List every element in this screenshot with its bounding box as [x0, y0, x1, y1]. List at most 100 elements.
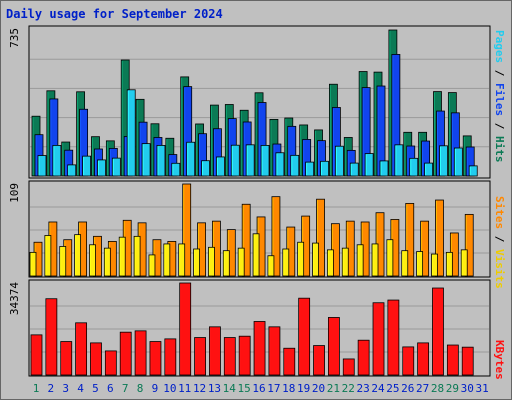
bar-kbytes-day-25	[387, 299, 400, 376]
bar-pages-day-10	[171, 162, 181, 177]
bar-sites-day-16	[252, 233, 260, 277]
x-tick-day-24: 24	[371, 382, 385, 395]
bar-pages-day-17	[275, 152, 285, 177]
bar-kbytes-day-23	[357, 339, 370, 376]
bar-kbytes-day-17	[268, 326, 281, 376]
x-tick-day-29: 29	[446, 382, 459, 395]
legend-hits-files-pages: Pages / Files / Hits	[493, 30, 506, 163]
bars	[29, 29, 478, 376]
bar-visits-day-20	[316, 198, 325, 277]
x-tick-day-16: 16	[252, 382, 265, 395]
bar-kbytes-day-7	[119, 331, 132, 376]
bar-kbytes-day-22	[342, 358, 355, 376]
legend-sites-visits: Sites / Visits	[493, 196, 506, 289]
bar-kbytes-day-1	[30, 334, 43, 376]
bar-visits-day-15	[241, 203, 251, 277]
x-tick-day-9: 9	[152, 382, 159, 395]
bar-pages-day-18	[290, 154, 300, 177]
bar-sites-day-14	[222, 250, 230, 277]
bar-sites-day-29	[445, 251, 453, 277]
bar-visits-day-27	[420, 220, 430, 277]
bar-sites-day-25	[386, 239, 394, 277]
x-tick-day-15: 15	[238, 382, 251, 395]
bar-sites-day-22	[341, 247, 349, 277]
x-tick-day-19: 19	[297, 382, 310, 395]
bar-pages-day-30	[468, 165, 478, 177]
bar-pages-day-23	[364, 153, 374, 177]
bar-pages-day-27	[424, 162, 434, 177]
legend-sep-1: /	[493, 63, 506, 83]
x-tick-day-21: 21	[327, 382, 340, 395]
bar-sites-day-1	[29, 251, 37, 277]
bar-sites-day-7	[118, 236, 126, 277]
bar-visits-day-28	[435, 199, 444, 277]
bar-kbytes-day-3	[60, 341, 73, 376]
x-tick-day-23: 23	[357, 382, 370, 395]
legend-visits: Visits	[493, 249, 506, 289]
bar-sites-day-13	[208, 246, 215, 277]
bar-kbytes-day-24	[372, 302, 385, 376]
bar-pages-day-14	[230, 144, 240, 177]
bar-sites-day-8	[133, 235, 141, 277]
x-tick-day-12: 12	[193, 382, 206, 395]
bar-visits-day-17	[271, 196, 281, 277]
bar-pages-day-5	[97, 159, 106, 177]
bar-sites-day-18	[282, 248, 290, 277]
bar-sites-day-20	[312, 242, 319, 277]
bar-sites-day-24	[371, 243, 379, 277]
legend-sep-3: /	[493, 229, 506, 249]
bar-sites-day-27	[416, 251, 424, 277]
x-tick-day-1: 1	[33, 382, 40, 395]
x-tick-day-7: 7	[122, 382, 129, 395]
bar-pages-day-4	[82, 155, 92, 177]
y-tick-kbytes-max: 34374	[8, 282, 21, 315]
bar-pages-day-26	[409, 157, 419, 177]
x-tick-day-10: 10	[163, 382, 176, 395]
bar-kbytes-day-21	[327, 317, 340, 376]
bar-kbytes-day-6	[104, 350, 117, 376]
x-tick-labels: 1 2 3 4 5 6 7 8 9 10 11 12 13 14 15 16 17 18 19 20 21 22 23 24 2…	[33, 382, 489, 395]
bar-kbytes-day-8	[134, 330, 147, 376]
bar-pages-day-29	[453, 147, 463, 177]
bar-pages-day-15	[245, 144, 255, 177]
bar-sites-day-11	[178, 243, 186, 277]
x-tick-day-13: 13	[208, 382, 221, 395]
bar-sites-day-19	[297, 241, 305, 277]
bar-sites-day-6	[103, 247, 111, 277]
x-tick-day-18: 18	[282, 382, 295, 395]
legend-sites: Sites	[493, 196, 506, 229]
bar-sites-day-26	[401, 250, 409, 277]
bar-kbytes-day-9	[149, 341, 162, 376]
legend-kbytes: KBytes	[493, 340, 506, 380]
bar-pages-day-28	[439, 145, 448, 177]
x-tick-day-2: 2	[48, 382, 55, 395]
bar-pages-day-3	[67, 164, 77, 177]
x-tick-day-25: 25	[386, 382, 399, 395]
bar-sites-day-4	[74, 234, 82, 277]
bar-kbytes-day-14	[223, 337, 236, 376]
y-tick-hits-max: 735	[8, 28, 21, 48]
x-tick-day-26: 26	[401, 382, 414, 395]
bar-sites-day-2	[44, 235, 52, 277]
bar-pages-day-9	[156, 145, 166, 177]
bar-kbytes-day-15	[238, 335, 251, 376]
page-title: Daily usage for September 2024	[6, 7, 223, 21]
bar-pages-day-21	[334, 145, 344, 177]
bar-kbytes-day-2	[45, 298, 58, 376]
bar-pages-day-24	[379, 160, 389, 177]
legend-sep-2: /	[493, 116, 506, 136]
bar-sites-day-12	[193, 248, 200, 277]
bar-visits-day-11	[182, 183, 192, 277]
bar-pages-day-22	[349, 162, 359, 177]
bar-kbytes-day-29	[446, 344, 459, 376]
bar-kbytes-day-30	[461, 346, 474, 376]
bar-pages-day-16	[260, 145, 270, 177]
bar-pages-day-13	[216, 156, 225, 177]
bar-pages-day-11	[186, 141, 196, 177]
x-tick-day-14: 14	[223, 382, 237, 395]
bar-kbytes-day-26	[402, 346, 415, 376]
bar-pages-day-25	[394, 144, 404, 177]
bar-pages-day-1	[37, 155, 47, 177]
x-tick-day-20: 20	[312, 382, 325, 395]
bar-pages-day-8	[141, 143, 151, 177]
